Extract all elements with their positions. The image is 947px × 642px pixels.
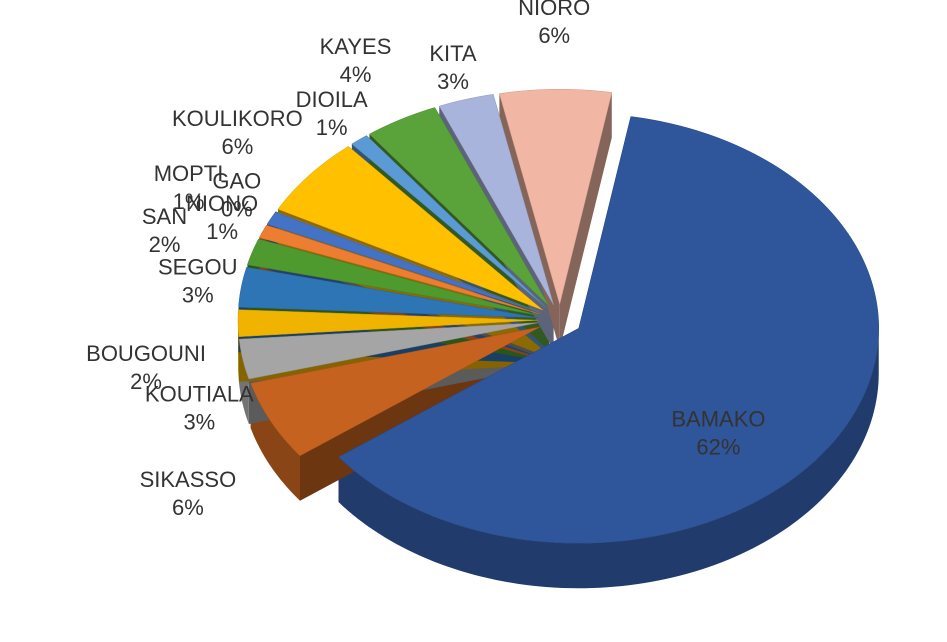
slice	[275, 211, 541, 313]
value-label: 3%	[437, 69, 469, 94]
value-label: 4%	[340, 62, 372, 87]
category-label: NIONO	[186, 191, 258, 216]
slice	[351, 135, 547, 308]
data-labels: BAMAKO62%SIKASSO6%KOUTIALA3%BOUGOUNI2%SE…	[86, 0, 765, 520]
slice	[438, 94, 554, 306]
value-label: 1%	[173, 189, 205, 214]
value-label: 62%	[696, 435, 740, 460]
category-label: KOULIKORO	[172, 106, 303, 131]
slice	[238, 322, 539, 380]
category-label: MOPTI	[154, 161, 224, 186]
value-label: 6%	[221, 134, 253, 159]
slice	[266, 211, 541, 314]
value-label: 2%	[149, 232, 181, 257]
value-label: 3%	[182, 282, 214, 307]
category-label: KAYES	[320, 34, 392, 59]
slice	[277, 146, 544, 311]
slice	[499, 88, 613, 306]
value-label: 2%	[130, 369, 162, 394]
slice	[238, 266, 539, 319]
slice	[338, 116, 879, 544]
slice-wall	[559, 92, 612, 350]
category-label: NIORO	[518, 0, 590, 20]
slice	[247, 238, 540, 316]
value-label: 6%	[538, 23, 570, 48]
slice-side	[338, 328, 879, 589]
category-label: SIKASSO	[140, 467, 237, 492]
category-label: SEGOU	[158, 254, 237, 279]
category-label: BOUGOUNI	[86, 341, 206, 366]
category-label: BAMAKO	[671, 407, 765, 432]
category-label: DIOILA	[296, 87, 368, 112]
value-label: 1%	[206, 219, 238, 244]
category-label: SAN	[142, 204, 187, 229]
slice	[258, 224, 540, 315]
category-label: KOUTIALA	[145, 381, 254, 406]
category-label: GAO	[212, 169, 261, 194]
value-label: 0%	[221, 197, 253, 222]
value-label: 1%	[316, 115, 348, 140]
slice	[237, 309, 539, 337]
value-label: 3%	[183, 409, 215, 434]
value-label: 6%	[172, 495, 204, 520]
slice	[250, 326, 541, 457]
slice-tops	[237, 88, 879, 544]
slice	[369, 107, 550, 307]
category-label: KITA	[429, 41, 477, 66]
